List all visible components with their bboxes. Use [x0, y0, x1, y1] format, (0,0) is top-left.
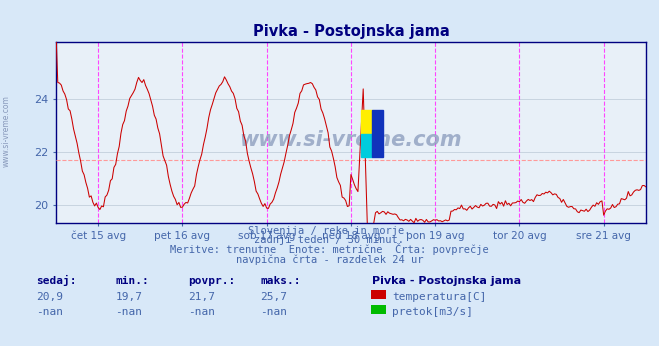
Text: zadnji teden / 30 minut.: zadnji teden / 30 minut.	[254, 235, 405, 245]
Text: Pivka - Postojnska jama: Pivka - Postojnska jama	[372, 276, 521, 286]
Text: -nan: -nan	[36, 307, 63, 317]
Bar	[372, 110, 382, 157]
Text: www.si-vreme.com: www.si-vreme.com	[2, 95, 11, 167]
Text: povpr.:: povpr.:	[188, 276, 235, 286]
Text: navpična črta - razdelek 24 ur: navpična črta - razdelek 24 ur	[236, 254, 423, 265]
Text: pretok[m3/s]: pretok[m3/s]	[392, 307, 473, 317]
Text: -nan: -nan	[188, 307, 215, 317]
Text: sedaj:: sedaj:	[36, 275, 76, 286]
Text: 19,7: 19,7	[115, 292, 142, 302]
Text: Slovenija / reke in morje.: Slovenija / reke in morje.	[248, 226, 411, 236]
Text: Meritve: trenutne  Enote: metrične  Črta: povprečje: Meritve: trenutne Enote: metrične Črta: …	[170, 243, 489, 255]
Text: www.si-vreme.com: www.si-vreme.com	[240, 130, 462, 149]
Text: min.:: min.:	[115, 276, 149, 286]
Text: maks.:: maks.:	[260, 276, 301, 286]
Text: temperatura[C]: temperatura[C]	[392, 292, 486, 302]
Text: 20,9: 20,9	[36, 292, 63, 302]
Text: 21,7: 21,7	[188, 292, 215, 302]
Title: Pivka - Postojnska jama: Pivka - Postojnska jama	[252, 24, 449, 39]
Text: -nan: -nan	[260, 307, 287, 317]
Bar	[361, 134, 372, 157]
Text: 25,7: 25,7	[260, 292, 287, 302]
Bar	[361, 110, 372, 134]
Text: -nan: -nan	[115, 307, 142, 317]
